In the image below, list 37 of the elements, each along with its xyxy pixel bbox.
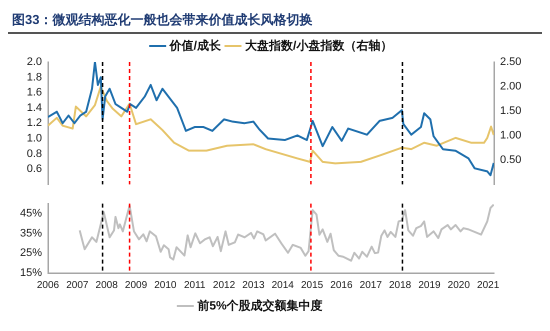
y-tick-label: 1.2: [26, 117, 42, 130]
y-tick-label: 1.0: [26, 132, 42, 145]
y-tick-label: 25%: [20, 247, 42, 260]
y2-tick-label: 0.50: [500, 154, 522, 166]
x-tick-label: 2008: [96, 280, 118, 291]
x-tick-label: 2016: [330, 280, 353, 291]
y-tick-label: 1.8: [26, 71, 42, 84]
y-tick-label: 0.8: [26, 148, 42, 160]
y-tick-label: 1.6: [26, 86, 42, 99]
x-tick-label: 2018: [388, 280, 412, 291]
y-tick-label: 1.4: [26, 102, 42, 114]
legend-label: 前5%个股成交额集中度: [196, 298, 323, 312]
x-tick-label: 2019: [418, 280, 442, 291]
x-tick-label: 2014: [272, 280, 294, 291]
y-tick-label: 2.0: [26, 56, 42, 68]
x-tick-label: 2021: [477, 280, 500, 291]
x-tick-label: 2017: [360, 280, 382, 291]
y2-tick-label: 2.00: [500, 80, 522, 93]
legend-label: 价值/成长: [168, 38, 222, 52]
y-tick-label: 0.6: [26, 163, 42, 176]
x-tick-label: 2012: [212, 280, 236, 291]
x-tick-label: 2011: [184, 280, 206, 291]
y-tick-label: 15%: [20, 267, 42, 280]
y-tick-label: 35%: [20, 227, 42, 240]
y2-tick-label: 2.50: [500, 56, 522, 68]
x-tick-label: 2015: [300, 280, 324, 291]
x-tick-label: 2009: [124, 280, 148, 291]
y2-tick-label: 1.00: [500, 129, 522, 142]
x-tick-label: 2020: [448, 280, 470, 291]
x-tick-label: 2007: [66, 280, 89, 291]
chart-title: 图33：微观结构恶化一般也会带来价值成长风格切换: [8, 8, 542, 34]
x-tick-label: 2010: [154, 280, 177, 291]
y-tick-label: 45%: [20, 208, 42, 220]
y2-tick-label: 1.50: [500, 104, 522, 117]
x-tick-label: 2006: [36, 280, 60, 291]
x-tick-label: 2013: [242, 280, 265, 291]
legend-label: 大盘指数/小盘指数（右轴）: [245, 38, 392, 52]
